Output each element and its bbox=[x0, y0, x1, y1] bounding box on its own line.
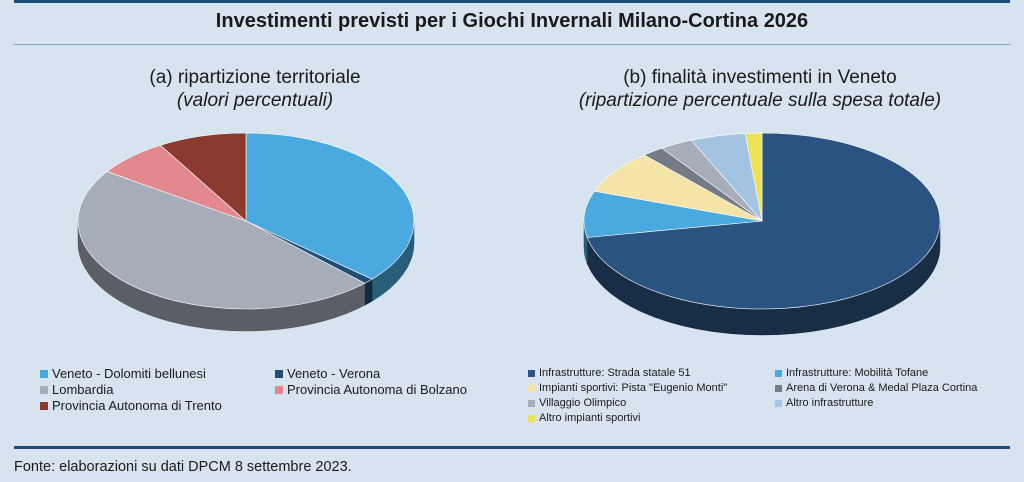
chart-b-slice-6 bbox=[744, 132, 763, 222]
chart-b-legend-swatch-1 bbox=[775, 369, 782, 377]
chart-b-legend-swatch-4 bbox=[528, 399, 535, 407]
chart-b-legend-swatch-2 bbox=[528, 384, 535, 392]
chart-a-legend-label-2: Lombardia bbox=[52, 382, 114, 397]
chart-b-slice-0 bbox=[586, 132, 941, 310]
chart-a-legend-swatch-0 bbox=[40, 369, 48, 378]
chart-a-slice-2 bbox=[77, 171, 366, 310]
chart-b-legend-label-2: Impianti sportivi: Pista "Eugenio Monti" bbox=[539, 382, 728, 394]
chart-a-pie bbox=[77, 132, 415, 332]
chart-b-slice-1 bbox=[583, 190, 763, 238]
chart-a-side-1 bbox=[364, 278, 373, 306]
chart-a-legend-item-0: Veneto - Dolomiti bellunesi bbox=[40, 366, 206, 381]
chart-b-title: (b) finalità investimenti in Veneto bbox=[623, 67, 897, 88]
chart-b-pie bbox=[583, 132, 941, 336]
chart-a-legend-label-1: Veneto - Verona bbox=[287, 366, 381, 381]
chart-a-legend-swatch-1 bbox=[275, 369, 283, 378]
chart-a-legend-label-3: Provincia Autonoma di Bolzano bbox=[287, 382, 467, 397]
chart-a-subtitle: (valori percentuali) bbox=[176, 90, 334, 111]
chart-b-legend-item-4: Villaggio Olimpico bbox=[528, 397, 626, 409]
chart-b-legend-item-5: Altro infrastrutture bbox=[775, 397, 873, 409]
title-divider bbox=[14, 44, 1010, 45]
chart-a-legend-item-2: Lombardia bbox=[40, 382, 113, 397]
chart-b-legend-item-2: Impianti sportivi: Pista "Eugenio Monti" bbox=[528, 382, 727, 394]
chart-b-legend-item-1: Infrastrutture: Mobilità Tofane bbox=[775, 367, 928, 379]
bottom-rule bbox=[14, 446, 1010, 449]
chart-b-legend-label-1: Infrastrutture: Mobilità Tofane bbox=[786, 367, 929, 379]
chart-a-legend-label-0: Veneto - Dolomiti bellunesi bbox=[52, 366, 206, 381]
chart-b-legend-swatch-0 bbox=[528, 369, 535, 377]
chart-a-legend-item-1: Veneto - Verona bbox=[275, 366, 380, 381]
chart-a-legend-swatch-4 bbox=[40, 401, 48, 410]
chart-b-legend-swatch-6 bbox=[528, 414, 535, 422]
chart-b-legend-item-6: Altro impianti sportivi bbox=[528, 412, 640, 424]
chart-b-subtitle: (ripartizione percentuale sulla spesa to… bbox=[578, 90, 942, 111]
chart-a-heading: (a) ripartizione territoriale (valori pe… bbox=[70, 66, 440, 112]
chart-a-title: (a) ripartizione territoriale bbox=[149, 67, 361, 88]
chart-b-slice-2 bbox=[593, 154, 763, 222]
chart-b-legend-item-0: Infrastrutture: Strada statale 51 bbox=[528, 367, 691, 379]
chart-a-legend-swatch-2 bbox=[40, 385, 48, 394]
chart-b-legend-label-4: Villaggio Olimpico bbox=[539, 397, 627, 409]
chart-a-slice-4 bbox=[159, 132, 247, 222]
chart-b-legend-label-3: Arena di Verona & Medal Plaza Cortina bbox=[786, 382, 978, 394]
chart-a-legend-item-3: Provincia Autonoma di Bolzano bbox=[275, 382, 467, 397]
chart-b-legend-label-0: Infrastrutture: Strada statale 51 bbox=[539, 367, 691, 379]
source-note: Fonte: elaborazioni su dati DPCM 8 sette… bbox=[14, 459, 352, 475]
chart-a-legend-item-4: Provincia Autonoma di Trento bbox=[40, 398, 222, 413]
chart-b-legend-label-6: Altro impianti sportivi bbox=[539, 412, 641, 424]
chart-b-legend-swatch-3 bbox=[775, 384, 782, 392]
top-rule bbox=[14, 0, 1010, 3]
chart-b-legend-label-5: Altro infrastrutture bbox=[786, 397, 874, 409]
page-title: Investimenti previsti per i Giochi Inver… bbox=[215, 10, 809, 32]
chart-a-legend-swatch-3 bbox=[275, 385, 283, 394]
chart-a-legend-label-4: Provincia Autonoma di Trento bbox=[52, 398, 222, 413]
chart-b-legend-item-3: Arena di Verona & Medal Plaza Cortina bbox=[775, 382, 977, 394]
chart-b-legend-swatch-5 bbox=[775, 399, 782, 407]
chart-b-heading: (b) finalità investimenti in Veneto (rip… bbox=[530, 66, 990, 112]
chart-a-slice-0 bbox=[245, 132, 415, 280]
